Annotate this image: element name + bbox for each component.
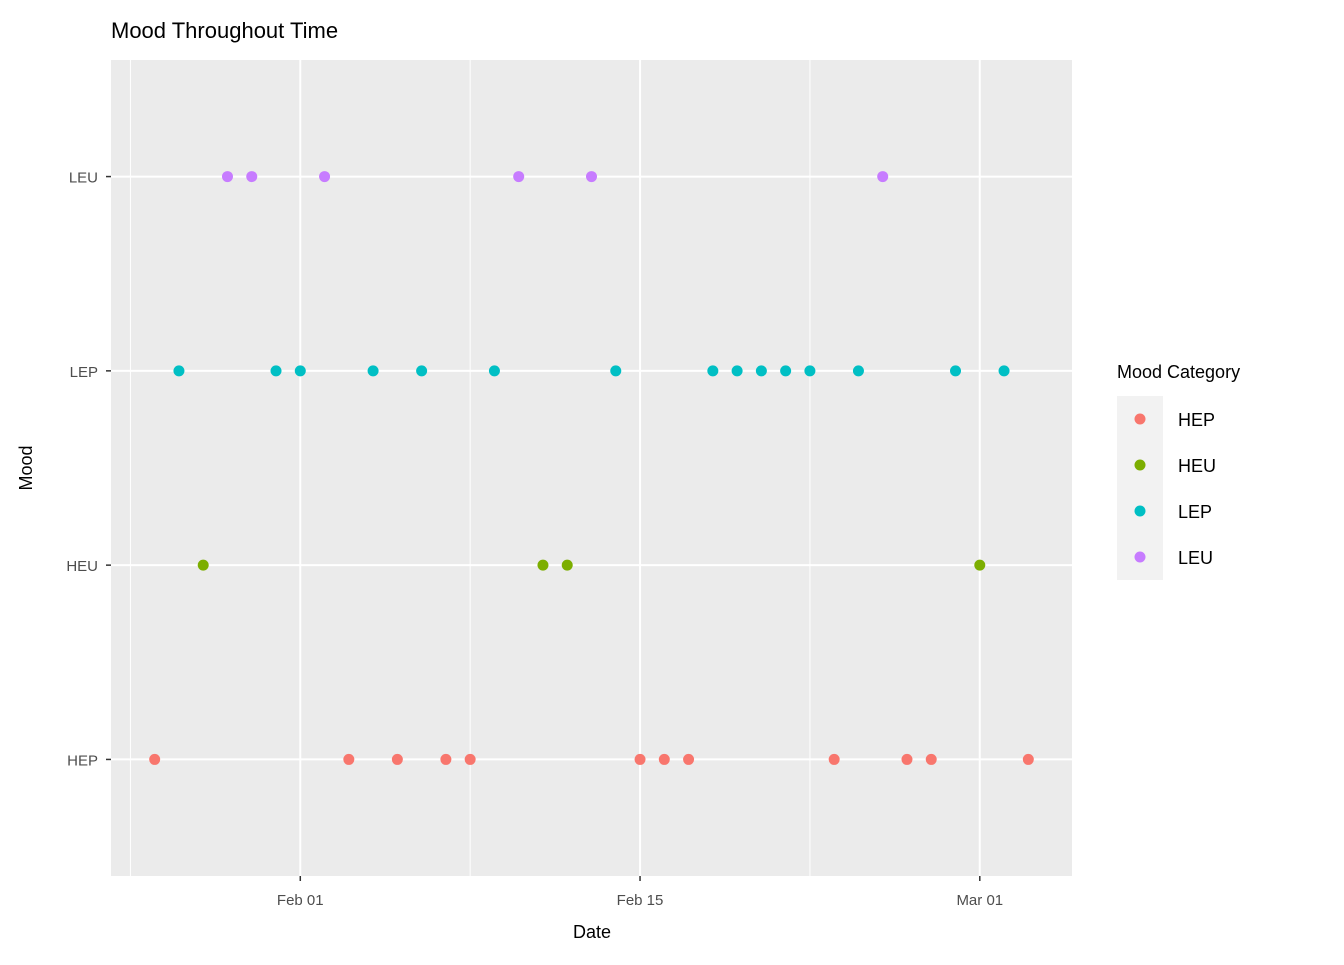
data-point-hep — [464, 753, 476, 765]
y-tick-label: LEU — [69, 170, 98, 187]
data-point-hep — [149, 753, 161, 765]
legend-key-leu — [1134, 551, 1146, 563]
legend-label: LEU — [1178, 548, 1213, 568]
data-point-hep — [925, 753, 937, 765]
data-point-lep — [270, 365, 282, 377]
data-point-hep — [343, 753, 355, 765]
data-point-leu — [319, 171, 331, 183]
data-point-lep — [852, 365, 864, 377]
data-point-hep — [1022, 753, 1034, 765]
data-point-hep — [440, 753, 452, 765]
data-point-hep — [828, 753, 840, 765]
data-point-lep — [173, 365, 185, 377]
data-point-hep — [901, 753, 913, 765]
data-point-heu — [537, 559, 549, 571]
gridlines — [111, 60, 1072, 876]
data-point-lep — [950, 365, 962, 377]
legend: Mood Category HEP HEU LEP LEU — [1117, 362, 1240, 580]
data-point-heu — [561, 559, 573, 571]
data-point-lep — [755, 365, 767, 377]
y-tick-label: HEU — [66, 558, 98, 575]
legend-label: HEP — [1178, 410, 1215, 430]
data-point-lep — [998, 365, 1010, 377]
data-point-leu — [221, 171, 233, 183]
y-tick-label: HEP — [67, 752, 98, 769]
data-point-lep — [780, 365, 792, 377]
data-point-leu — [586, 171, 597, 183]
data-point-lep — [416, 365, 428, 377]
data-point-lep — [610, 365, 622, 377]
legend-key-hep — [1134, 413, 1146, 425]
data-point-lep — [488, 365, 500, 377]
data-point-lep — [707, 365, 719, 377]
legend-key-lep — [1134, 505, 1146, 517]
data-point-lep — [731, 365, 743, 377]
legend-key-background — [1117, 396, 1163, 580]
data-point-hep — [683, 753, 695, 765]
data-point-heu — [974, 559, 986, 571]
y-axis-label: Mood — [16, 445, 36, 490]
legend-label: LEP — [1178, 502, 1212, 522]
legend-key-heu — [1134, 459, 1146, 471]
x-tick-label: Mar 01 — [956, 892, 1003, 909]
data-point-lep — [804, 365, 816, 377]
y-tick-label: LEP — [70, 364, 98, 381]
data-point-leu — [246, 171, 258, 183]
x-tick-label: Feb 01 — [277, 892, 324, 909]
data-point-hep — [658, 753, 670, 765]
chart-title: Mood Throughout Time — [111, 18, 338, 43]
data-point-hep — [391, 753, 403, 765]
data-point-hep — [634, 753, 646, 765]
plot-panel — [111, 60, 1072, 876]
x-tick-label: Feb 15 — [617, 892, 664, 909]
axis-ticks: Feb 01 Feb 15 Mar 01 HEP HEU LEP LEU — [66, 170, 1003, 909]
data-point-leu — [877, 171, 889, 183]
legend-label: HEU — [1178, 456, 1216, 476]
data-point-heu — [197, 559, 209, 571]
data-point-lep — [294, 365, 306, 377]
x-axis-label: Date — [573, 922, 611, 942]
legend-title: Mood Category — [1117, 362, 1240, 382]
data-point-leu — [513, 171, 525, 183]
data-point-lep — [367, 365, 379, 377]
data-points — [149, 171, 1034, 765]
